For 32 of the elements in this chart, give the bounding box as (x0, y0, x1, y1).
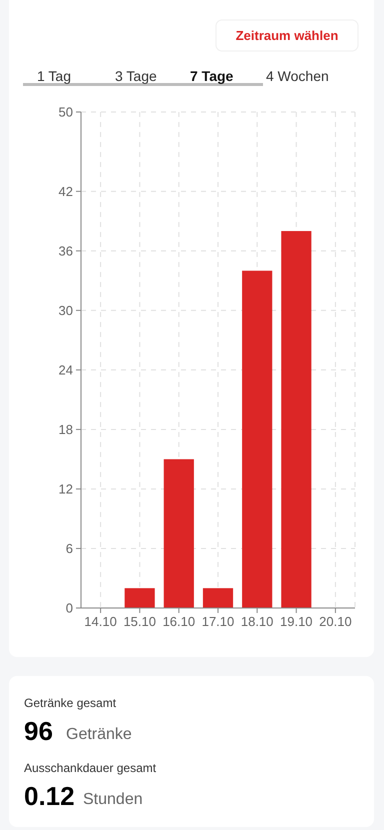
bar (202, 588, 234, 608)
bar (124, 588, 155, 608)
bar (281, 231, 312, 608)
x-tick-label: 19.10 (280, 614, 313, 629)
x-tick-label: 17.10 (202, 614, 234, 629)
text: Zeitraum wählen (236, 28, 338, 43)
text: 4 Wochen (266, 68, 329, 84)
text: Getränke gesamt (24, 696, 117, 710)
y-tick-label: 18 (58, 422, 73, 437)
text: 3 Tage (115, 68, 157, 84)
text: 0.12 (24, 781, 75, 811)
text: 96 (24, 716, 53, 746)
y-tick-label: 36 (58, 243, 73, 258)
text: Ausschankdauer gesamt (24, 761, 157, 775)
bar (242, 270, 272, 608)
text: 7 Tage (190, 68, 234, 84)
x-tick-label: 15.10 (123, 614, 156, 629)
x-tick-label: 18.10 (240, 614, 274, 629)
y-tick-label: 42 (58, 184, 73, 199)
x-tick-label: 14.10 (84, 614, 117, 629)
x-tick-label: 20.10 (319, 614, 352, 629)
y-tick-label: 0 (66, 600, 73, 616)
bar (164, 459, 194, 608)
y-tick-label: 24 (58, 362, 73, 378)
y-tick-label: 12 (58, 482, 73, 497)
y-tick-label: 6 (66, 541, 73, 556)
y-tick-label: 50 (58, 104, 73, 120)
text: Stunden (83, 791, 143, 808)
x-tick-label: 16.10 (162, 614, 196, 629)
y-tick-label: 30 (58, 302, 73, 318)
text: Getränke (66, 726, 132, 743)
text: 1 Tag (37, 68, 71, 84)
